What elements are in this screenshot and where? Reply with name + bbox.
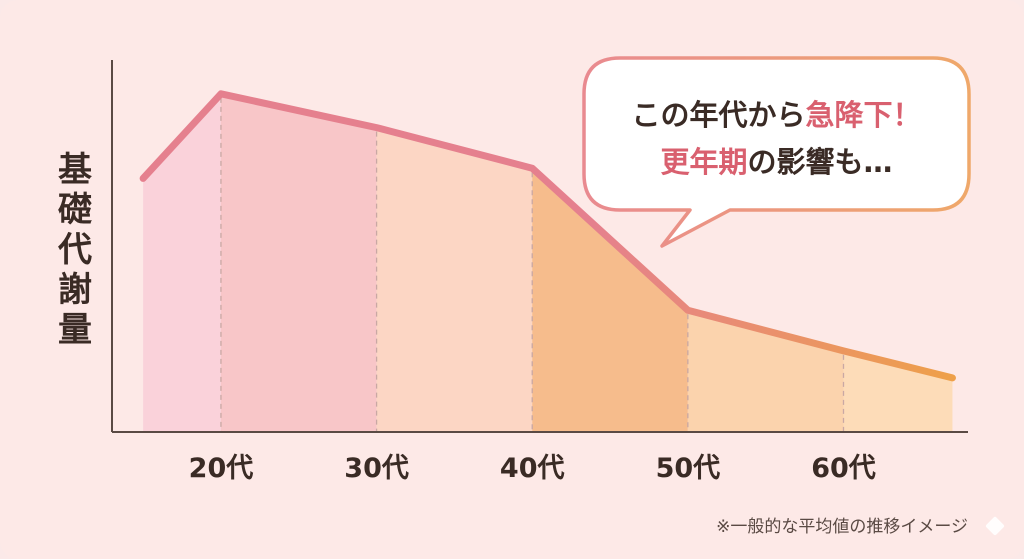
y-axis-label-char: 量 — [58, 310, 92, 350]
area-segment — [532, 168, 688, 432]
annotation-line-2: 更年期の影響も… — [660, 145, 892, 179]
x-tick-label: 60代 — [811, 453, 876, 484]
y-axis-label-char: 礎 — [58, 190, 92, 230]
x-tick-label: 50代 — [656, 453, 721, 484]
annotation-text: この年代から — [631, 98, 805, 132]
area-segment — [843, 350, 953, 432]
area-segment — [220, 93, 377, 433]
y-axis-label-char: 基 — [58, 150, 92, 190]
data-line — [139, 90, 956, 382]
speech-bubble — [582, 56, 971, 248]
annotation-text: の影響も… — [748, 145, 893, 179]
y-axis-label-char: 代 — [58, 230, 92, 270]
area-segment — [376, 127, 533, 433]
footnote: ※一般的な平均値の推移イメージ — [716, 517, 968, 537]
y-axis-label: 基礎代謝量 — [50, 150, 100, 350]
area-segment — [143, 93, 221, 433]
x-tick-label: 30代 — [344, 453, 409, 484]
annotation-line-1: この年代から急降下！ — [631, 98, 921, 132]
y-axis-label-char: 謝 — [58, 270, 92, 310]
x-tick-label: 40代 — [500, 453, 565, 484]
x-tick-label: 20代 — [189, 453, 254, 484]
annotation-highlight: 急降下！ — [806, 98, 922, 132]
annotation-highlight: 更年期 — [660, 145, 747, 179]
